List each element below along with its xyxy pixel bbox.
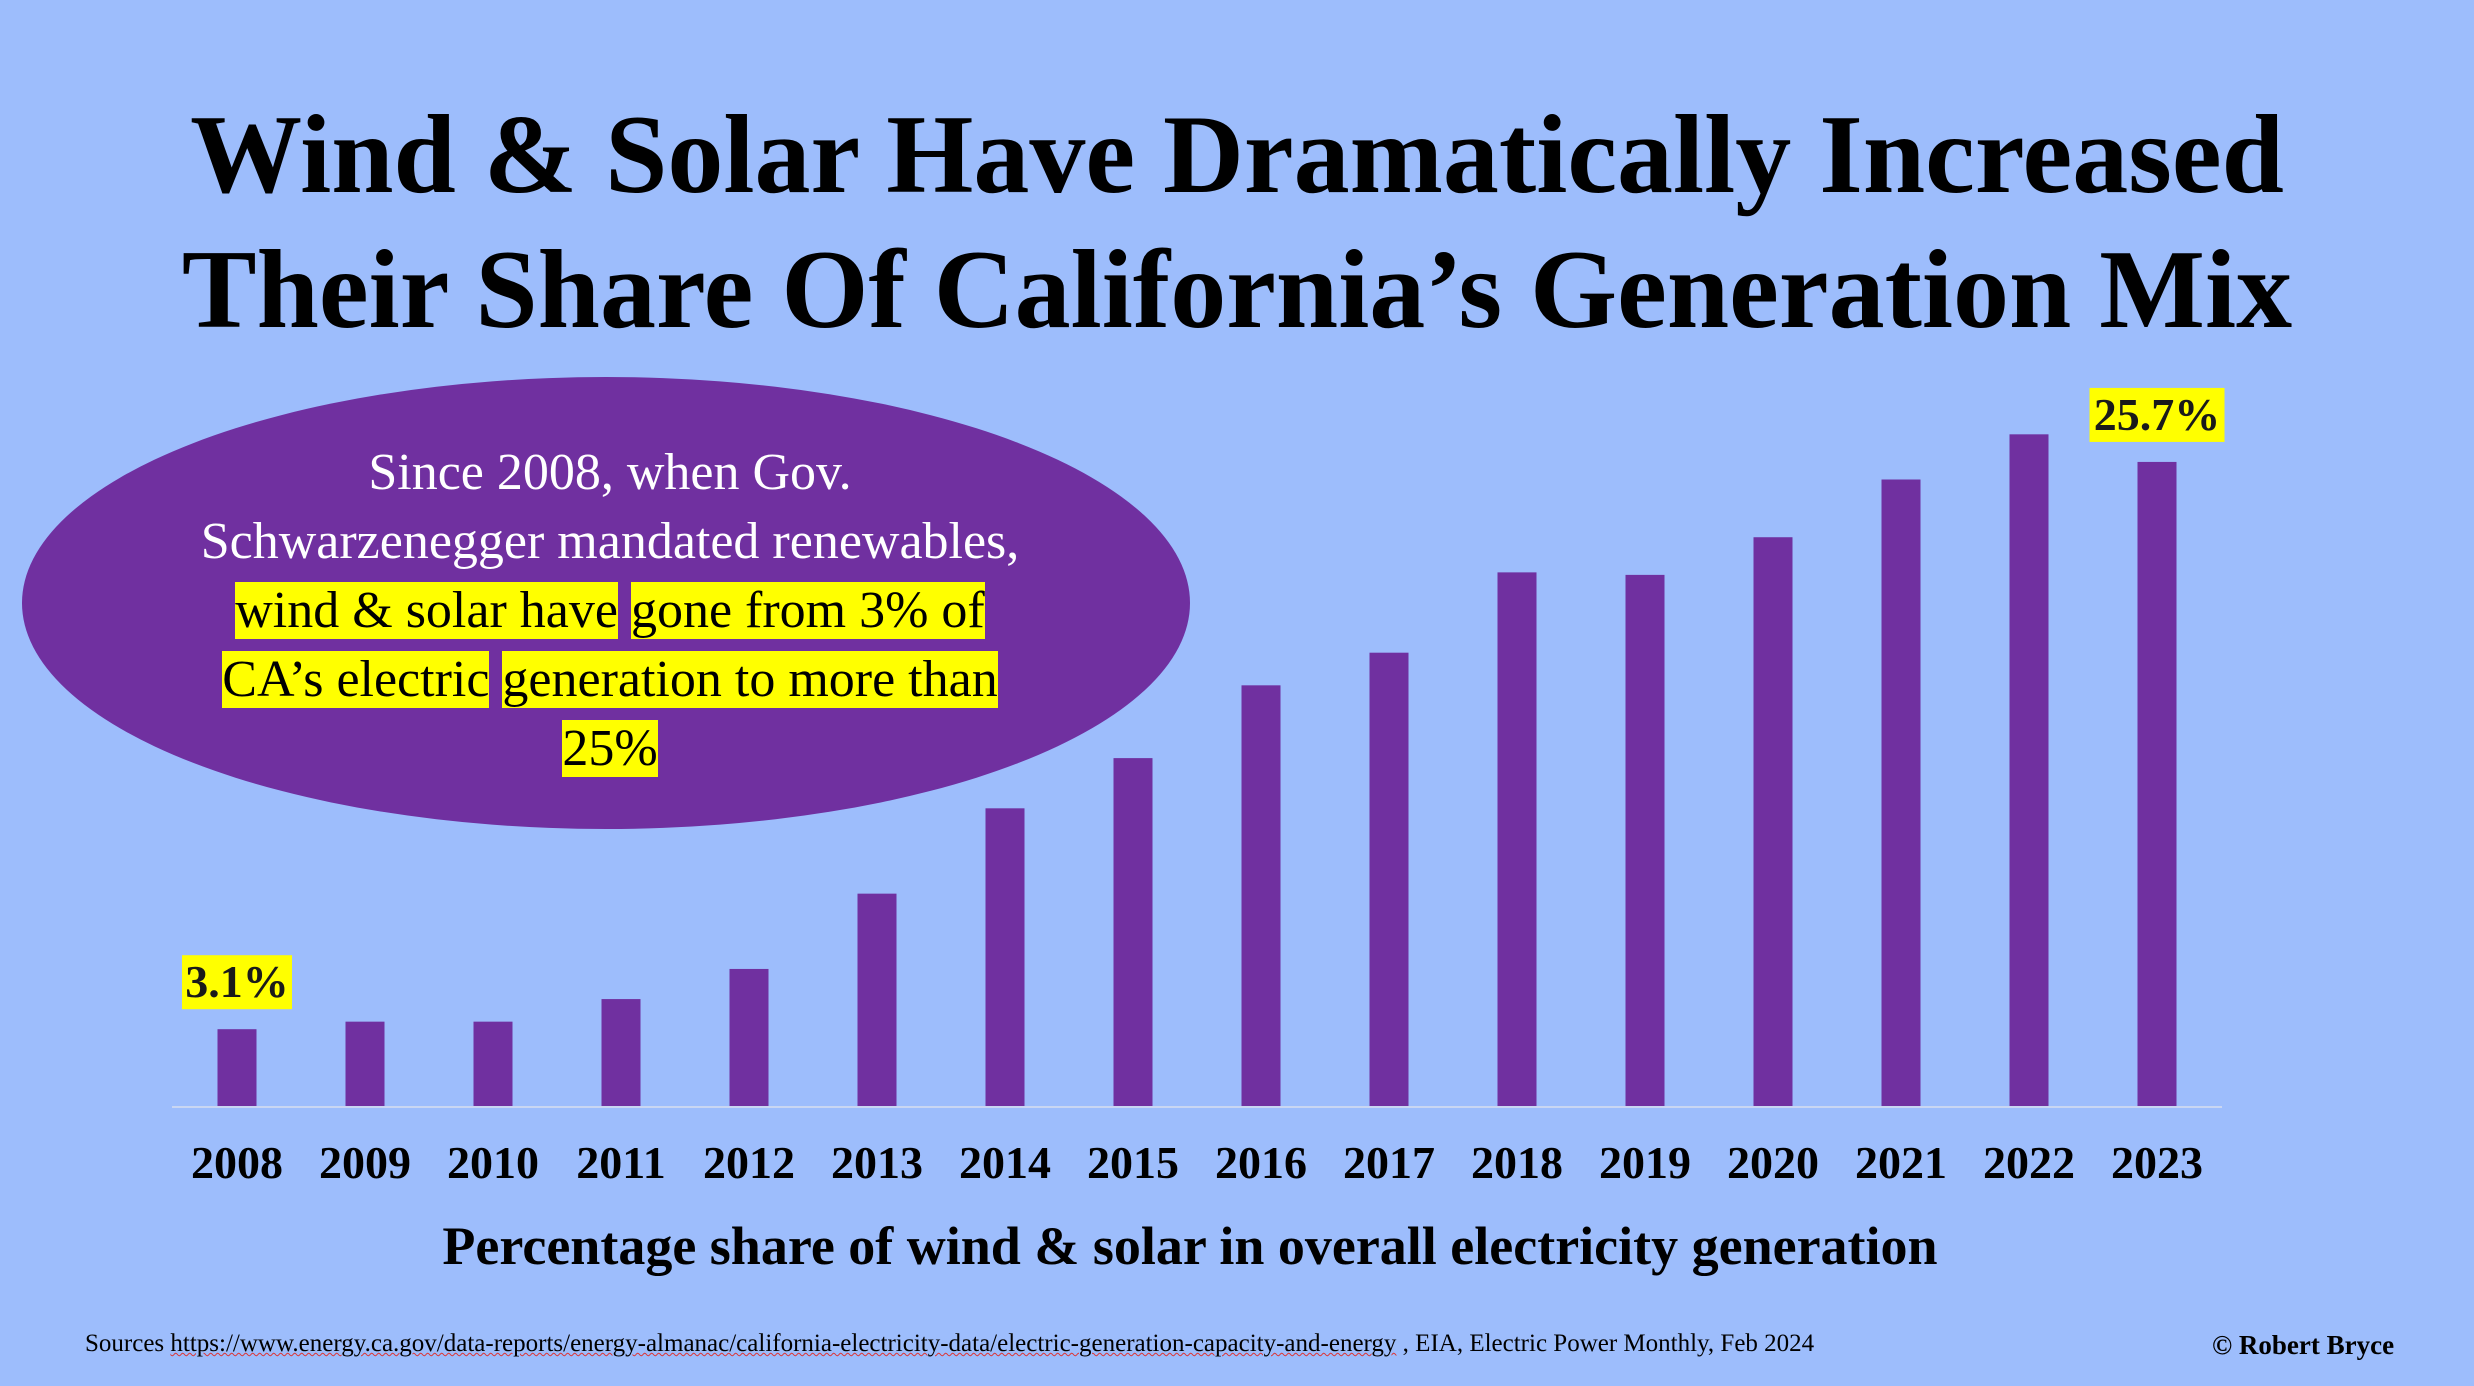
sources-link[interactable]: https://www.energy.ca.gov/data-reports/e…	[170, 1330, 1397, 1357]
callout-highlight-3: generation to more than 25%	[502, 651, 998, 777]
bar-2015	[1113, 758, 1153, 1107]
bar-2018	[1497, 572, 1537, 1107]
bar-2016	[1241, 685, 1281, 1107]
data-label-text: 25.7%	[2094, 389, 2221, 440]
data-label-highlight	[182, 955, 292, 1010]
x-tick-label-2008: 2008	[191, 1137, 283, 1188]
copyright-notice: © Robert Bryce	[2212, 1330, 2395, 1360]
x-tick-label-2014: 2014	[959, 1137, 1051, 1188]
bar-2017	[1369, 652, 1409, 1107]
x-tick-label-2020: 2020	[1727, 1137, 1819, 1188]
x-tick-label-2018: 2018	[1471, 1137, 1563, 1188]
x-tick-label-2013: 2013	[831, 1137, 923, 1188]
data-labels: 3.1% 25.7%	[182, 387, 2225, 1010]
x-tick-label-2019: 2019	[1599, 1137, 1691, 1188]
x-tick-label-2016: 2016	[1215, 1137, 1307, 1188]
callout-highlight-1: wind & solar have	[235, 582, 618, 639]
bar-2019	[1625, 574, 1665, 1107]
bar-2009	[345, 1021, 385, 1107]
bar-2023	[2137, 461, 2177, 1107]
x-tick-label-2023: 2023	[2111, 1137, 2203, 1188]
bar-2013	[857, 893, 897, 1107]
data-label-text: 3.1%	[185, 956, 289, 1007]
data-label-highlight	[2089, 387, 2225, 442]
x-tick-label-2010: 2010	[447, 1137, 539, 1188]
callout-text: Since 2008, when Gov. Schwarzenegger man…	[200, 438, 1020, 783]
x-tick-labels: 2008 2009 2010 2011 2012 2013 2014 2015 2016 2017…	[191, 1137, 2203, 1188]
bars-group	[217, 434, 2177, 1107]
bar-2010	[473, 1021, 513, 1107]
chart-title-line-2: Their Share Of California’s Generation M…	[181, 228, 2293, 352]
bar-2022	[2009, 434, 2049, 1107]
bar-2012	[729, 968, 769, 1107]
x-tick-label-2012: 2012	[703, 1137, 795, 1188]
bar-2011	[601, 999, 641, 1107]
chart-title: Wind & Solar Have Dramatically Increased…	[0, 88, 2474, 358]
sources-rest: , EIA, Electric Power Monthly, Feb 2024	[1396, 1330, 1815, 1357]
chart-title-line-1: Wind & Solar Have Dramatically Increased	[190, 93, 2284, 217]
bar-2008	[217, 1029, 257, 1107]
bar-2021	[1881, 479, 1921, 1107]
x-tick-label-2017: 2017	[1343, 1137, 1435, 1188]
data-label-2008: 3.1%	[182, 955, 292, 1010]
bar-2014	[985, 808, 1025, 1107]
x-tick-label-2022: 2022	[1983, 1137, 2075, 1188]
x-tick-label-2015: 2015	[1087, 1137, 1179, 1188]
data-label-2023: 25.7%	[2089, 387, 2225, 442]
sources-note: Sources https://www.energy.ca.gov/data-r…	[85, 1330, 1814, 1358]
bar-2020	[1753, 537, 1793, 1107]
x-tick-label-2009: 2009	[319, 1137, 411, 1188]
x-tick-label-2011: 2011	[576, 1137, 665, 1188]
x-tick-label-2021: 2021	[1855, 1137, 1947, 1188]
x-axis-title: Percentage share of wind & solar in over…	[442, 1216, 1938, 1276]
sources-label: Sources	[85, 1330, 165, 1357]
callout-plain-text: Since 2008, when Gov. Schwarzenegger man…	[200, 444, 1020, 570]
